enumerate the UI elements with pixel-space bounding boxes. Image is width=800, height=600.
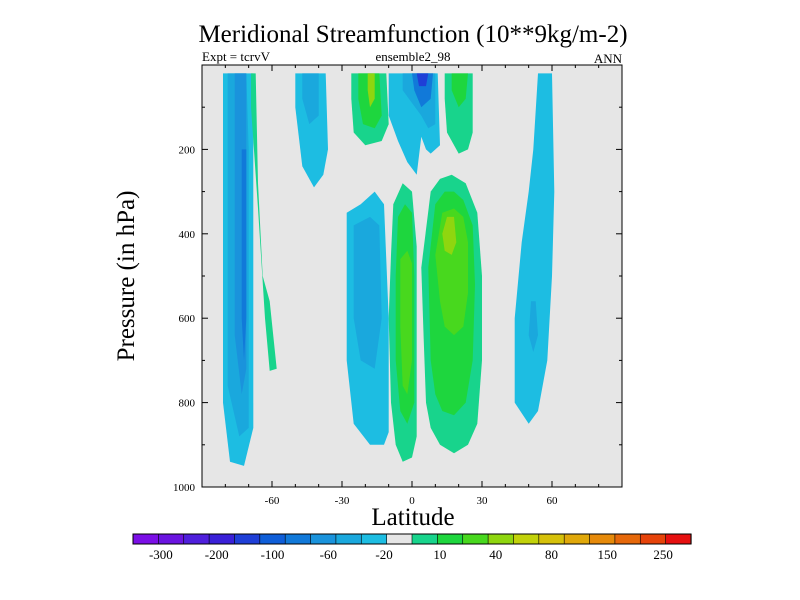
nh-upper-green-contour (451, 73, 468, 108)
colorbar-swatch (259, 533, 286, 545)
experiment-label: Expt = tcrvV (202, 49, 271, 64)
y-tick-label: 1000 (173, 482, 196, 494)
colorbar-swatch (538, 533, 565, 545)
colorbar-label: -100 (261, 547, 285, 562)
x-tick-label: -60 (265, 495, 280, 507)
colorbar-label: 10 (433, 547, 446, 562)
colorbar-swatch (639, 533, 667, 545)
y-tick-label: 600 (179, 313, 196, 325)
colorbar-swatch (234, 533, 261, 545)
eq-upper-blue-contour (416, 73, 429, 87)
y-tick-label: 400 (179, 229, 196, 241)
colorbar-frame (132, 533, 692, 545)
x-tick-label: 60 (547, 495, 559, 507)
colorbar-swatch (310, 533, 337, 545)
eq-lower-green-contour (400, 250, 412, 395)
season-label: ANN (594, 51, 623, 66)
colorbar-swatch (284, 533, 312, 545)
y-axis-label: Pressure (in hPa) (113, 191, 140, 362)
chart-title: Meridional Streamfunction (10**9kg/m-2) (198, 21, 627, 48)
y-tick-label: 200 (179, 144, 196, 156)
colorbar-label: 40 (489, 547, 502, 562)
x-axis-label: Latitude (371, 504, 454, 531)
colorbar-label: -300 (149, 547, 173, 562)
colorbar-swatch (614, 533, 641, 545)
colorbar-swatch (589, 533, 616, 545)
colorbar-swatch (208, 533, 236, 545)
colorbar-swatch (437, 533, 464, 545)
nh-ferrel-cell-contour (528, 301, 538, 352)
colorbar-label: -200 (205, 547, 229, 562)
x-tick-label: 30 (477, 495, 489, 507)
colorbar-swatch (665, 533, 692, 545)
y-tick-label: 800 (179, 398, 196, 410)
sh-ferrel-cell-contour (241, 149, 247, 361)
colorbar-label: 250 (653, 547, 673, 562)
colorbar-swatch (132, 533, 159, 545)
colorbar: -300 -200 -100 -60 -20 10 40 80 150 250 (132, 533, 692, 562)
colorbar-label: -60 (320, 547, 337, 562)
contour-regions (223, 73, 555, 466)
eq-upper-blue-contour (412, 73, 433, 108)
colorbar-swatch (513, 533, 540, 545)
colorbar-swatch (462, 533, 489, 545)
colorbar-swatch (563, 533, 591, 545)
colorbar-swatch (386, 533, 413, 545)
sh-hadley-upper-contour (367, 73, 375, 108)
colorbar-swatch (183, 533, 210, 545)
sh-upper-cyan-contour (302, 73, 319, 125)
sh-green-strip-contour (251, 73, 277, 371)
colorbar-label: 150 (598, 547, 618, 562)
colorbar-swatch (411, 533, 438, 545)
x-tick-label: -30 (335, 495, 350, 507)
x-axis-ticks: -60 -30 0 30 60 (201, 65, 623, 507)
ensemble-label: ensemble2_98 (375, 49, 450, 64)
nh-hadley-lower-contour (442, 216, 457, 255)
colorbar-swatch (487, 533, 515, 545)
x-tick-label: 0 (409, 495, 415, 507)
y-axis-ticks: 200 400 600 800 1000 (173, 106, 622, 494)
nh-ferrel-cell-contour (514, 73, 555, 424)
colorbar-label: -20 (375, 547, 392, 562)
sh-lower-blue-contour (353, 216, 382, 369)
colorbar-swatch (360, 533, 388, 545)
colorbar-swatch (335, 533, 362, 545)
plot-area: -60 -30 0 30 60 200 400 600 800 1000 (173, 64, 623, 507)
colorbar-label: 80 (545, 547, 558, 562)
colorbar-swatch (158, 533, 185, 545)
